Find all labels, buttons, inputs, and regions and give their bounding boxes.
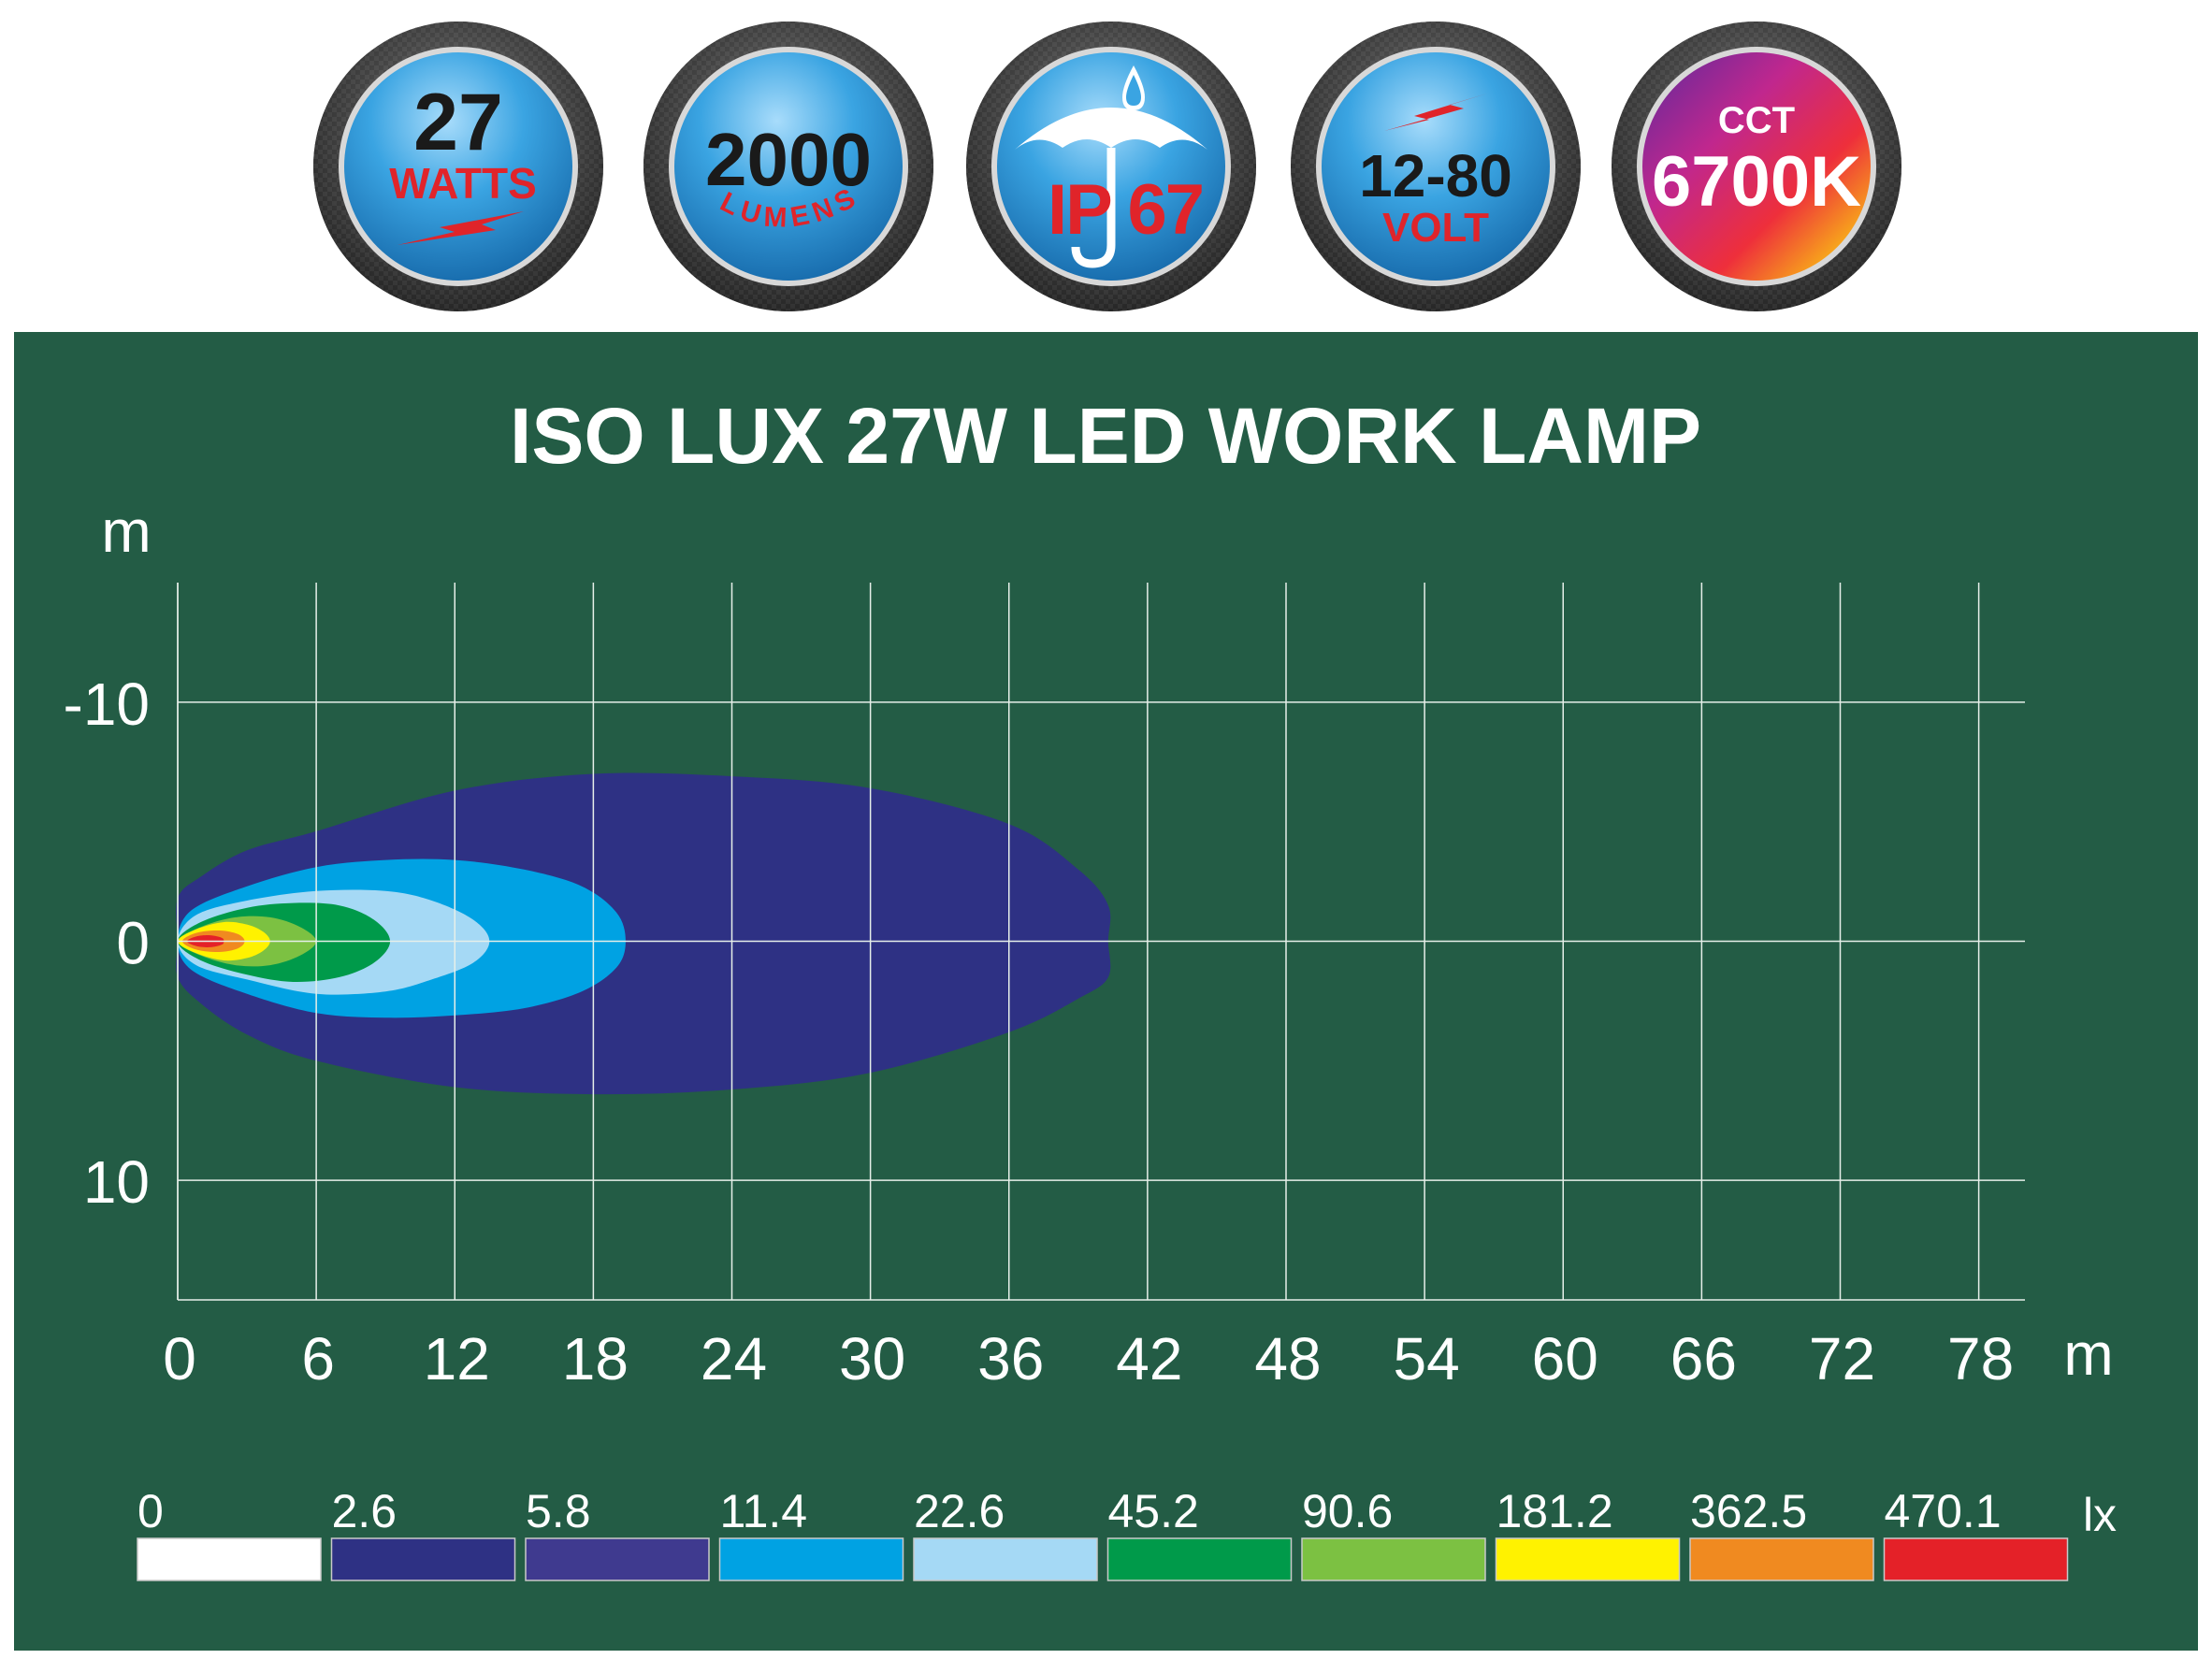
- grid-layer: [177, 583, 2025, 1301]
- x-tick-label: 30: [839, 1325, 905, 1392]
- legend-label: 5.8: [526, 1485, 591, 1537]
- legend-label: 90.6: [1302, 1485, 1393, 1537]
- badge-watts-unit: WATTS: [389, 159, 537, 208]
- x-tick-label: 42: [1116, 1325, 1182, 1392]
- umbrella-rain-icon: [1015, 65, 1207, 268]
- badge-cct-value: 6700K: [1652, 142, 1861, 222]
- badge-lumens: 2000 LUMENS: [643, 22, 933, 311]
- legend-swatch: [1495, 1537, 1681, 1581]
- x-tick-label: 0: [163, 1325, 196, 1392]
- x-tick-label: 72: [1809, 1325, 1875, 1392]
- x-tick-label: 60: [1532, 1325, 1598, 1392]
- feature-badges: 27 WATTS 2000 LUMENS IP 67 12-80: [313, 22, 1901, 311]
- isolux-panel: ISO LUX 27W LED WORK LAMP m m lx 0 6 12 18 2…: [14, 332, 2198, 1651]
- badge-cct-label: CCT: [1718, 100, 1795, 141]
- legend-label: 470.1: [1885, 1485, 2002, 1537]
- legend-swatch: [1106, 1537, 1293, 1581]
- legend-label: 11.4: [720, 1485, 808, 1537]
- lightning-bolt-icon: [398, 211, 524, 245]
- x-tick-label: 66: [1670, 1325, 1737, 1392]
- legend-label: 22.6: [914, 1485, 1005, 1537]
- badge-ip67-value: IP 67: [1048, 170, 1203, 250]
- x-tick-label: 24: [701, 1325, 767, 1392]
- x-tick-label: 36: [977, 1325, 1044, 1392]
- lightning-bolt-icon: [1384, 94, 1487, 131]
- legend-swatch: [718, 1537, 904, 1581]
- badge-watts: 27 WATTS: [313, 22, 603, 311]
- badge-watts-value: 27: [413, 78, 503, 167]
- legend-swatch: [913, 1537, 1098, 1581]
- y-tick-label: -10: [64, 671, 151, 738]
- y-tick-labels: -10 0 10: [64, 671, 151, 1216]
- x-tick-label: 48: [1254, 1325, 1321, 1392]
- x-axis-unit: m: [2063, 1320, 2113, 1388]
- badge-volt: 12-80 VOLT: [1291, 22, 1581, 311]
- x-tick-label: 78: [1947, 1325, 2014, 1392]
- chart-title: ISO LUX 27W LED WORK LAMP: [510, 392, 1701, 480]
- y-tick-label: 0: [116, 910, 150, 977]
- badge-ip67: IP 67: [966, 22, 1256, 311]
- badge-volt-unit: VOLT: [1382, 205, 1489, 251]
- x-tick-label: 54: [1394, 1325, 1460, 1392]
- legend-swatch: [1689, 1537, 1874, 1581]
- legend-swatch: [1883, 1537, 2069, 1581]
- legend-unit: lx: [2083, 1489, 2117, 1541]
- legend-swatch: [330, 1537, 516, 1581]
- x-tick-labels: 0 6 12 18 24 30 36 42 48 54 60 66 72 78: [163, 1325, 2014, 1392]
- legend-swatch: [1301, 1537, 1486, 1581]
- y-axis-unit: m: [101, 498, 151, 565]
- badge-lumens-value: 2000: [705, 118, 872, 201]
- badge-volt-value: 12-80: [1359, 142, 1512, 209]
- legend-label: 362.5: [1690, 1485, 1807, 1537]
- legend-swatch: [137, 1537, 322, 1581]
- legend: 0 2.6 5.8 11.4 22.6 45.2 90.6 181.2 362.5 470.1: [137, 1485, 2069, 1581]
- legend-label: 2.6: [332, 1485, 398, 1537]
- x-tick-label: 18: [562, 1325, 629, 1392]
- legend-label: 0: [137, 1485, 164, 1537]
- badge-cct: CCT 6700K: [1612, 22, 1901, 311]
- legend-label: 181.2: [1496, 1485, 1613, 1537]
- contour-layer: [176, 772, 1111, 1095]
- x-tick-label: 6: [301, 1325, 335, 1392]
- legend-label: 45.2: [1108, 1485, 1199, 1537]
- y-tick-label: 10: [83, 1148, 150, 1216]
- x-tick-label: 12: [424, 1325, 490, 1392]
- isolux-chart: ISO LUX 27W LED WORK LAMP m m lx 0 6 12 18 2…: [64, 392, 2117, 1581]
- legend-swatch: [525, 1537, 710, 1581]
